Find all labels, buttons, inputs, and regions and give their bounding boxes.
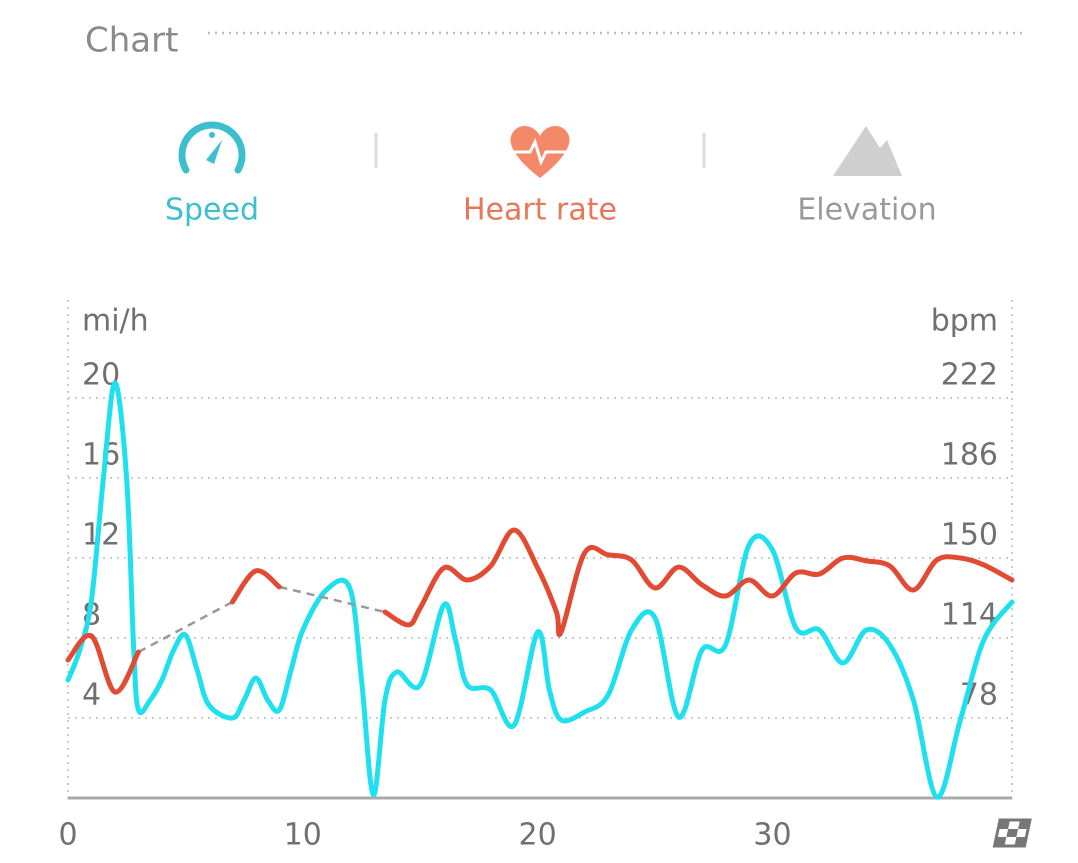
speed-icon bbox=[178, 121, 246, 174]
elevation-tab[interactable]: Elevation bbox=[797, 126, 937, 228]
y2-tick-label: 150 bbox=[941, 518, 998, 553]
speed-dot bbox=[209, 132, 215, 138]
speed-needle bbox=[206, 140, 222, 164]
y-tick-label: 4 bbox=[82, 678, 101, 713]
x-tick-label: 10 bbox=[284, 818, 322, 853]
y2-tick-label: 222 bbox=[941, 358, 998, 393]
tab-label: Heart rate bbox=[463, 193, 617, 228]
x-tick-label: 0 bbox=[58, 818, 77, 853]
x-tick-label: 20 bbox=[519, 818, 557, 853]
finish-flag bbox=[992, 818, 1032, 848]
mountain-icon bbox=[833, 126, 902, 176]
section-title: Chart bbox=[85, 21, 178, 61]
heart-pulse bbox=[512, 137, 568, 167]
tab-label: Speed bbox=[165, 193, 259, 228]
heart-icon bbox=[510, 125, 570, 178]
y2-axis-label: bpm bbox=[931, 304, 998, 339]
y-tick-label: 16 bbox=[82, 438, 120, 473]
speed-tab[interactable]: Speed bbox=[165, 121, 259, 228]
series-line bbox=[65, 380, 1015, 800]
series-line bbox=[65, 527, 1015, 695]
y2-tick-label: 186 bbox=[941, 438, 998, 473]
gap-connector bbox=[137, 600, 233, 654]
y-axis-label: mi/h bbox=[82, 304, 149, 339]
gap-connector bbox=[279, 585, 386, 614]
x-tick-label: 30 bbox=[753, 818, 791, 853]
heart-rate-tab[interactable]: Heart rate bbox=[463, 125, 617, 228]
tab-label: Elevation bbox=[797, 193, 936, 228]
